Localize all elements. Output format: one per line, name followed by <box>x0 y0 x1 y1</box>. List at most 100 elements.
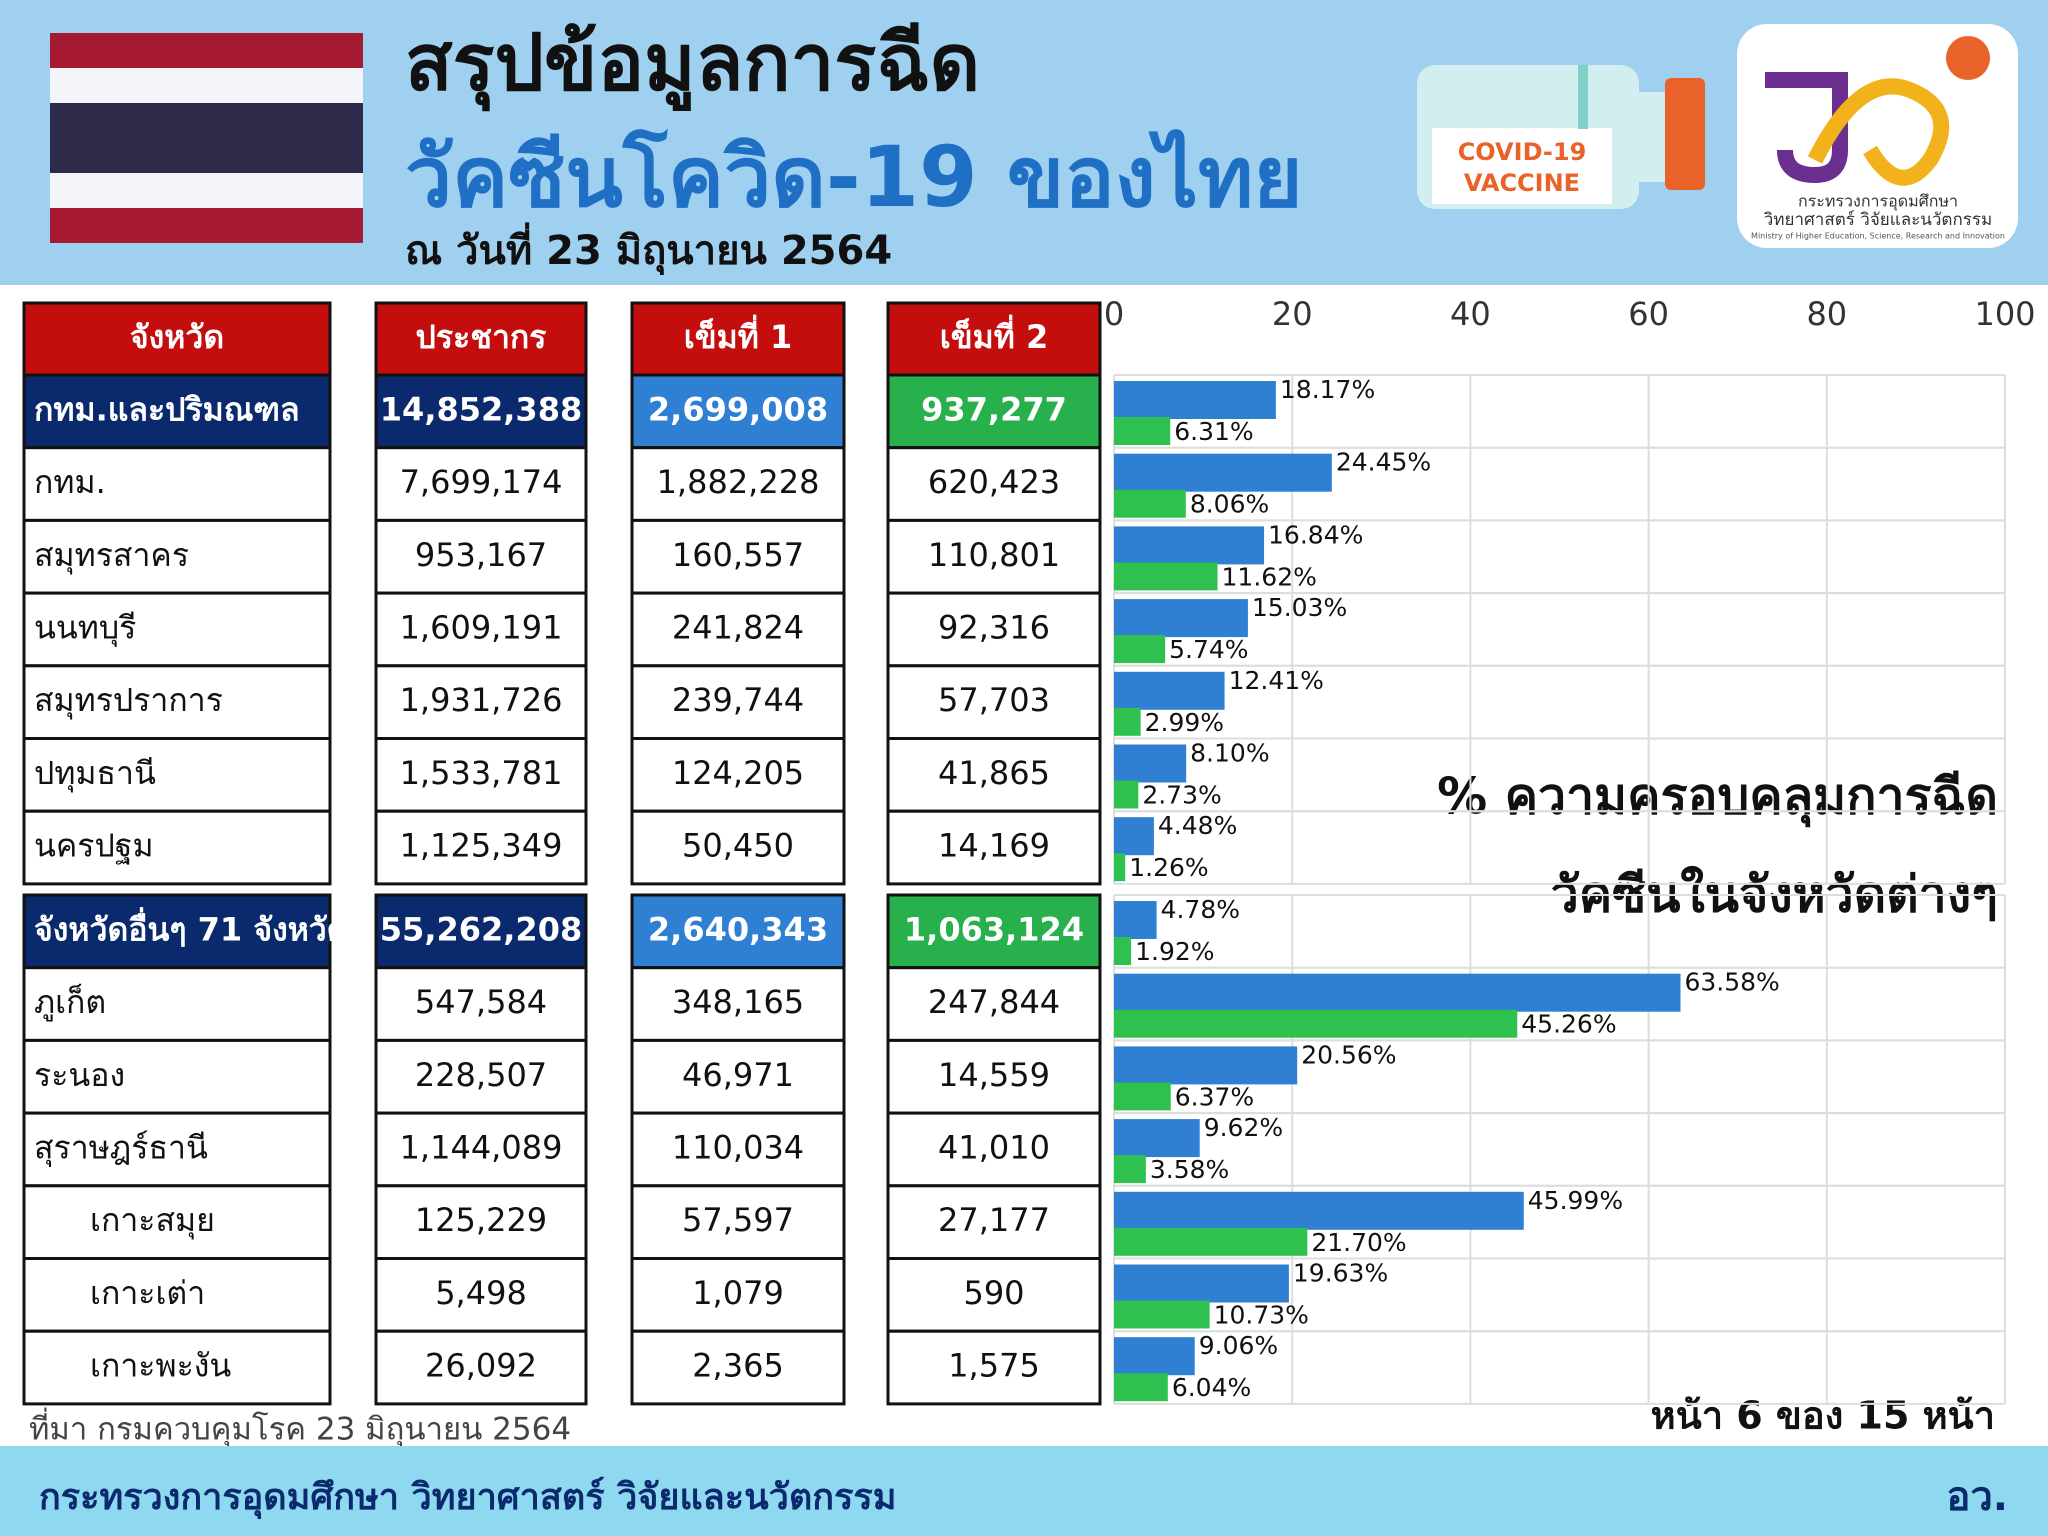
flag <box>50 33 363 243</box>
cell-value: 1,882,228 <box>657 463 820 501</box>
province-name: จังหวัดอื่นๆ 71 จังหวัด <box>34 906 348 948</box>
bar <box>1114 1227 1308 1256</box>
table-cell <box>22 1038 332 1115</box>
bar <box>1114 1191 1524 1230</box>
cell-value: 2,640,343 <box>648 910 828 948</box>
cell-value: 5,498 <box>435 1274 527 1312</box>
cell-value: 160,557 <box>672 536 804 574</box>
header-label: ประชากร <box>416 318 547 356</box>
bar <box>1114 635 1166 664</box>
flag-stripe <box>50 208 363 243</box>
header-cell <box>630 301 846 377</box>
table-cell <box>886 1257 1102 1333</box>
logo-atom <box>1946 36 1990 80</box>
value-label: 8.10% <box>1190 739 1269 768</box>
cell-value: 590 <box>963 1274 1024 1312</box>
table-cell <box>886 1184 1102 1261</box>
table-cell <box>22 591 332 668</box>
table-cell <box>374 893 588 970</box>
table-cell <box>630 737 846 813</box>
province-name: สมุทรสาคร <box>34 536 189 575</box>
vaccine-label: VACCINE <box>1464 169 1580 197</box>
flag-stripe <box>50 103 363 173</box>
province-name: เกาะเต่า <box>90 1274 205 1312</box>
value-label: 16.84% <box>1268 520 1363 549</box>
bar <box>1114 817 1154 856</box>
cell-value: 14,169 <box>938 827 1050 865</box>
province-name: นนทบุรี <box>34 608 136 647</box>
table-cell <box>886 664 1102 740</box>
table-cell <box>886 446 1102 522</box>
cell-value: 1,533,781 <box>400 754 563 792</box>
table-cell <box>630 1038 846 1115</box>
bar <box>1114 973 1681 1012</box>
value-label: 8.06% <box>1190 490 1269 519</box>
cell-value: 2,365 <box>692 1347 784 1385</box>
bar <box>1114 599 1248 638</box>
value-label: 11.62% <box>1222 562 1317 591</box>
value-label: 20.56% <box>1301 1040 1396 1069</box>
value-label: 45.26% <box>1521 1010 1616 1039</box>
cell-value: 110,034 <box>672 1128 804 1166</box>
cell-value: 14,852,388 <box>380 390 582 428</box>
cell-value: 348,165 <box>672 983 804 1021</box>
bar <box>1114 671 1225 710</box>
value-label: 18.17% <box>1280 375 1375 404</box>
header-cell <box>374 301 588 377</box>
province-name: ปทุมธานี <box>34 754 156 793</box>
bar <box>1114 1082 1171 1111</box>
cell-value: 57,597 <box>682 1201 794 1239</box>
table-cell <box>22 1329 332 1406</box>
bottle-liquid <box>1578 65 1588 129</box>
vaccine-label: COVID-19 <box>1458 138 1587 166</box>
value-label: 19.63% <box>1293 1259 1388 1288</box>
table-cell <box>374 737 588 813</box>
flag-stripe <box>50 68 363 103</box>
bar <box>1114 417 1171 445</box>
value-label: 6.31% <box>1174 417 1253 446</box>
footer-ministry: กระทรวงการอุดมศึกษา วิทยาศาสตร์ วิจัยและ… <box>39 1476 896 1520</box>
cell-value: 241,824 <box>672 608 804 646</box>
table-cell <box>886 1038 1102 1115</box>
province-name: สมุทรปราการ <box>34 681 223 720</box>
value-label: 2.73% <box>1142 781 1221 810</box>
cell-value: 1,609,191 <box>400 608 563 646</box>
x-tick-label: 60 <box>1628 295 1669 333</box>
cell-value: 92,316 <box>938 608 1050 646</box>
table-cell <box>630 373 846 450</box>
table-cell <box>630 1329 846 1406</box>
table-cell <box>630 446 846 522</box>
ministry-logo: กระทรวงการอุดมศึกษา วิทยาศาสตร์ วิจัยและ… <box>1737 24 2018 248</box>
bar <box>1114 453 1332 492</box>
flag-stripe <box>50 33 363 68</box>
cell-value: 46,971 <box>682 1056 794 1094</box>
cell-value: 228,507 <box>415 1056 547 1094</box>
table-cell <box>886 1111 1102 1188</box>
header-label: เข็มที่ 1 <box>684 314 792 356</box>
table-cell <box>630 809 846 886</box>
cell-value: 26,092 <box>425 1347 537 1385</box>
table-cell <box>374 373 588 450</box>
value-label: 21.70% <box>1311 1228 1406 1257</box>
x-tick-label: 40 <box>1450 295 1491 333</box>
cell-value: 41,865 <box>938 754 1050 792</box>
bar <box>1114 744 1187 783</box>
table-cell <box>22 809 332 886</box>
table-cell <box>374 591 588 668</box>
province-name: กทม.และปริมณฑล <box>34 390 300 428</box>
bottle-label <box>1432 128 1612 204</box>
province-name: นครปฐม <box>34 827 154 866</box>
value-label: 15.03% <box>1252 593 1347 622</box>
cell-value: 1,144,089 <box>400 1128 563 1166</box>
flag-stripe <box>50 173 363 208</box>
bottle-cap <box>1665 78 1705 190</box>
bar <box>1114 526 1265 565</box>
cell-value: 125,229 <box>415 1201 547 1239</box>
cell-value: 124,205 <box>672 754 804 792</box>
table-cell <box>22 966 332 1042</box>
title: สรุปข้อมูลการฉีด <box>405 18 980 111</box>
province-name: กทม. <box>34 463 106 501</box>
province-name: ระนอง <box>34 1056 125 1094</box>
bar <box>1114 901 1157 939</box>
